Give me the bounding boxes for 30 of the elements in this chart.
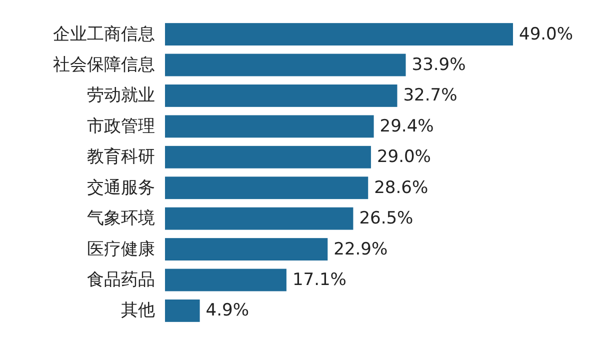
data-label: 33.9% <box>412 54 466 75</box>
y-tick-label: 企业工商信息 <box>53 24 155 44</box>
y-tick-label: 食品药品 <box>87 270 155 290</box>
y-tick-label: 劳动就业 <box>87 86 155 106</box>
bar <box>165 54 406 76</box>
data-label: 17.1% <box>292 270 346 290</box>
bar <box>165 176 368 200</box>
y-tick-label: 气象环境 <box>87 208 155 229</box>
y-tick-label: 医疗健康 <box>87 239 155 260</box>
data-label: 26.5% <box>359 208 414 229</box>
bar <box>165 300 200 322</box>
data-label: 32.7% <box>403 86 458 106</box>
data-label: 29.4% <box>380 116 434 136</box>
bar <box>165 207 354 230</box>
bar <box>165 268 286 292</box>
data-label: 49.0% <box>519 24 574 44</box>
y-tick-label: 其他 <box>121 300 155 321</box>
y-tick-label: 社会保障信息 <box>53 54 155 75</box>
bar <box>165 23 513 46</box>
y-tick-label: 教育科研 <box>87 147 155 168</box>
y-tick-label: 市政管理 <box>87 116 155 136</box>
data-label: 22.9% <box>334 239 388 260</box>
bar <box>165 84 398 107</box>
bar <box>165 115 374 138</box>
bar <box>165 146 371 168</box>
y-tick-label: 交通服务 <box>87 178 155 198</box>
data-label: 29.0% <box>376 147 431 168</box>
data-label: 4.9% <box>206 300 250 321</box>
data-label: 28.6% <box>374 178 428 198</box>
bar <box>165 238 328 260</box>
